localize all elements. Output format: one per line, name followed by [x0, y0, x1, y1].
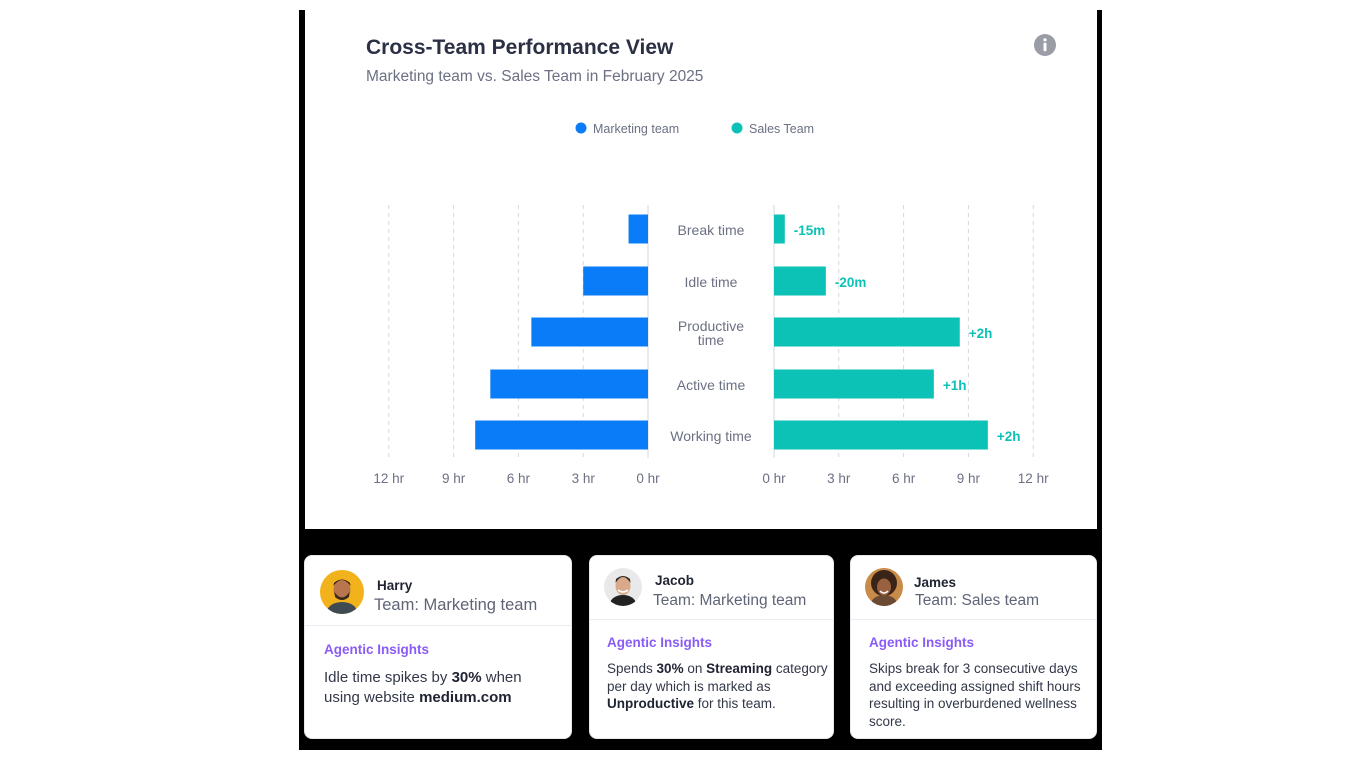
insight-fragment: category per day which is marked as: [607, 661, 828, 694]
card-name: Harry: [377, 578, 413, 593]
insight-fragment: Idle time spikes by: [324, 669, 452, 686]
data-label: +2h: [969, 326, 993, 341]
insight-card-jacob[interactable]: Jacob Team: Marketing team Agentic Insig…: [589, 555, 834, 739]
insight-card-harry[interactable]: Harry Team: Marketing team Agentic Insig…: [304, 555, 572, 739]
insight-text: Spends 30% on Streaming category per day…: [607, 660, 829, 713]
legend-label: Sales Team: [749, 122, 814, 136]
tick-label: 3 hr: [572, 471, 596, 486]
data-label: +1h: [943, 378, 967, 393]
agentic-insights-label: Agentic Insights: [607, 635, 713, 650]
insight-emphasis: medium.com: [419, 689, 512, 707]
legend-swatch: [575, 122, 587, 134]
bar-marketing-2: [531, 317, 648, 347]
insight-fragment: when using website: [324, 669, 522, 707]
card-header: [305, 556, 571, 626]
bar-marketing-3: [490, 369, 648, 399]
tick-label: 12 hr: [1018, 471, 1049, 486]
data-label: +2h: [997, 429, 1021, 444]
chart-panel: Cross-Team Performance View Marketing te…: [305, 0, 1097, 529]
category-label: Active time: [677, 377, 746, 393]
info-icon[interactable]: [1033, 33, 1057, 62]
card-name: James: [914, 575, 957, 590]
avatar: [865, 568, 903, 606]
chart-subtitle: Marketing team vs. Sales Team in Februar…: [366, 68, 704, 85]
tick-label: 0 hr: [762, 471, 786, 486]
card-team: Team: Sales team: [915, 592, 1040, 609]
insight-emphasis: Streaming: [706, 661, 773, 676]
bar-marketing-4: [475, 420, 648, 450]
insight-text: Idle time spikes by 30% when using websi…: [324, 668, 559, 709]
category-label: Idle time: [685, 274, 738, 290]
category-label: time: [698, 332, 725, 348]
card-team: Team: Marketing team: [653, 592, 807, 609]
bar-sales-0: [774, 214, 785, 244]
category-label: Break time: [678, 222, 745, 238]
tick-label: 6 hr: [892, 471, 916, 486]
insight-text: Skips break for 3 consecutive days and e…: [869, 660, 1091, 730]
legend-swatch: [731, 122, 743, 134]
insight-fragment: Skips break for 3 consecutive days and e…: [869, 661, 1081, 729]
tick-label: 0 hr: [636, 471, 660, 486]
tick-label: 9 hr: [957, 471, 981, 486]
tick-label: 3 hr: [827, 471, 851, 486]
bar-sales-4: [774, 420, 988, 450]
bar-marketing-1: [583, 266, 648, 296]
card-header: [590, 556, 833, 620]
bar-marketing-0: [628, 214, 648, 244]
tick-label: 12 hr: [373, 471, 404, 486]
bar-sales-2: [774, 317, 960, 347]
data-label: -15m: [794, 223, 826, 238]
insight-emphasis: 30%: [656, 661, 684, 676]
data-label: -20m: [835, 275, 867, 290]
avatar: [320, 570, 364, 614]
bar-sales-3: [774, 369, 934, 399]
category-label: Productive: [678, 318, 744, 334]
tick-label: 9 hr: [442, 471, 466, 486]
card-team: Team: Marketing team: [374, 596, 538, 614]
bar-sales-1: [774, 266, 826, 296]
legend-label: Marketing team: [593, 122, 679, 136]
performance-chart: Marketing team Sales Team -15m Break time -2…: [373, 122, 1049, 486]
category-label: Working time: [670, 428, 752, 444]
avatar: [604, 568, 642, 606]
insight-fragment: Spends: [607, 661, 657, 676]
chart-title: Cross-Team Performance View: [366, 36, 674, 59]
agentic-insights-label: Agentic Insights: [324, 642, 430, 657]
card-header: [851, 556, 1096, 620]
insight-fragment: for this team.: [694, 696, 776, 712]
insight-fragment: on: [683, 661, 707, 676]
insight-emphasis: Unproductive: [607, 696, 695, 712]
insight-card-james[interactable]: James Team: Sales team Agentic Insights …: [850, 555, 1097, 739]
insight-emphasis: 30%: [451, 669, 482, 686]
tick-label: 6 hr: [507, 471, 531, 486]
agentic-insights-label: Agentic Insights: [869, 635, 975, 650]
card-name: Jacob: [655, 573, 695, 588]
